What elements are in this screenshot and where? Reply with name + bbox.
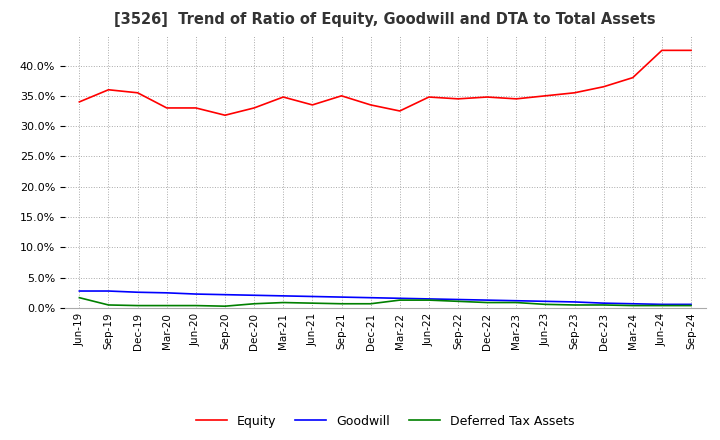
Goodwill: [454, 297, 462, 302]
Deferred Tax Assets: [541, 302, 550, 307]
Goodwill: [425, 296, 433, 301]
Goodwill: [483, 297, 492, 303]
Equity: [220, 113, 229, 118]
Equity: [454, 96, 462, 102]
Line: Goodwill: Goodwill: [79, 291, 691, 304]
Equity: [366, 102, 375, 107]
Goodwill: [279, 293, 287, 298]
Equity: [192, 105, 200, 110]
Equity: [104, 87, 113, 92]
Goodwill: [657, 302, 666, 307]
Goodwill: [192, 291, 200, 297]
Deferred Tax Assets: [395, 297, 404, 303]
Deferred Tax Assets: [104, 302, 113, 308]
Goodwill: [395, 296, 404, 301]
Deferred Tax Assets: [657, 303, 666, 308]
Equity: [541, 93, 550, 99]
Goodwill: [75, 288, 84, 293]
Legend: Equity, Goodwill, Deferred Tax Assets: Equity, Goodwill, Deferred Tax Assets: [191, 410, 580, 433]
Deferred Tax Assets: [454, 299, 462, 304]
Goodwill: [570, 299, 579, 304]
Equity: [279, 95, 287, 100]
Equity: [250, 105, 258, 110]
Deferred Tax Assets: [337, 301, 346, 306]
Equity: [570, 90, 579, 95]
Goodwill: [599, 301, 608, 306]
Equity: [163, 105, 171, 110]
Deferred Tax Assets: [220, 304, 229, 309]
Equity: [599, 84, 608, 89]
Deferred Tax Assets: [250, 301, 258, 306]
Goodwill: [337, 294, 346, 300]
Goodwill: [366, 295, 375, 301]
Equity: [337, 93, 346, 99]
Equity: [308, 102, 317, 107]
Deferred Tax Assets: [163, 303, 171, 308]
Deferred Tax Assets: [629, 303, 637, 308]
Equity: [75, 99, 84, 105]
Equity: [395, 108, 404, 114]
Goodwill: [220, 292, 229, 297]
Equity: [687, 48, 696, 53]
Deferred Tax Assets: [512, 300, 521, 305]
Deferred Tax Assets: [366, 301, 375, 306]
Equity: [629, 75, 637, 80]
Deferred Tax Assets: [687, 303, 696, 308]
Goodwill: [512, 298, 521, 303]
Equity: [657, 48, 666, 53]
Deferred Tax Assets: [570, 302, 579, 308]
Deferred Tax Assets: [192, 303, 200, 308]
Goodwill: [541, 299, 550, 304]
Deferred Tax Assets: [279, 300, 287, 305]
Goodwill: [133, 290, 142, 295]
Goodwill: [163, 290, 171, 296]
Deferred Tax Assets: [483, 300, 492, 305]
Goodwill: [629, 301, 637, 306]
Line: Equity: Equity: [79, 50, 691, 115]
Goodwill: [250, 293, 258, 298]
Goodwill: [308, 294, 317, 299]
Equity: [483, 95, 492, 100]
Deferred Tax Assets: [599, 302, 608, 308]
Deferred Tax Assets: [425, 297, 433, 303]
Deferred Tax Assets: [308, 301, 317, 306]
Title: [3526]  Trend of Ratio of Equity, Goodwill and DTA to Total Assets: [3526] Trend of Ratio of Equity, Goodwil…: [114, 12, 656, 27]
Equity: [512, 96, 521, 102]
Equity: [133, 90, 142, 95]
Equity: [425, 95, 433, 100]
Line: Deferred Tax Assets: Deferred Tax Assets: [79, 298, 691, 306]
Deferred Tax Assets: [133, 303, 142, 308]
Deferred Tax Assets: [75, 295, 84, 301]
Goodwill: [687, 302, 696, 307]
Goodwill: [104, 288, 113, 293]
